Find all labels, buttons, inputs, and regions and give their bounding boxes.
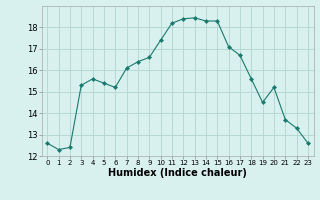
X-axis label: Humidex (Indice chaleur): Humidex (Indice chaleur) xyxy=(108,168,247,178)
